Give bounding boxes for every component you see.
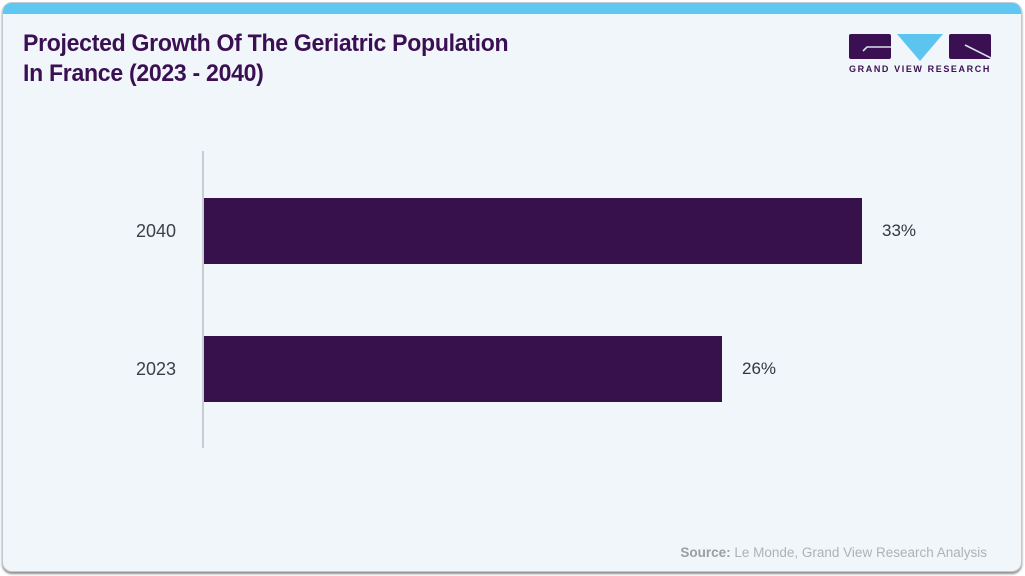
source-value: Le Monde, Grand View Research Analysis bbox=[734, 545, 987, 560]
value-label-2023: 26% bbox=[742, 359, 777, 378]
bar-row-2040: 2040 33% bbox=[3, 198, 1021, 264]
top-accent-bar bbox=[3, 3, 1021, 14]
value-label-2040: 33% bbox=[882, 221, 917, 240]
gvr-logo-icon bbox=[849, 34, 991, 61]
bar-2023[interactable] bbox=[204, 336, 722, 402]
logo-text: GRAND VIEW RESEARCH bbox=[849, 64, 991, 74]
bar-chart: 2040 33% 2023 26% bbox=[3, 151, 1021, 451]
y-axis-line bbox=[202, 151, 204, 448]
category-label-2040: 2040 bbox=[135, 221, 176, 241]
source-line: Source: Le Monde, Grand View Research An… bbox=[680, 545, 987, 560]
grand-view-research-logo: GRAND VIEW RESEARCH bbox=[849, 32, 991, 74]
category-label-2023: 2023 bbox=[135, 359, 176, 379]
page-title-line2: In France (2023 - 2040) bbox=[23, 60, 264, 87]
bar-row-2023: 2023 26% bbox=[3, 336, 1021, 402]
bar-2040[interactable] bbox=[204, 198, 862, 264]
source-label: Source: bbox=[680, 545, 731, 560]
page-title-line1: Projected Growth Of The Geriatric Popula… bbox=[23, 30, 509, 57]
page-title: Projected Growth Of The Geriatric Popula… bbox=[23, 29, 509, 89]
